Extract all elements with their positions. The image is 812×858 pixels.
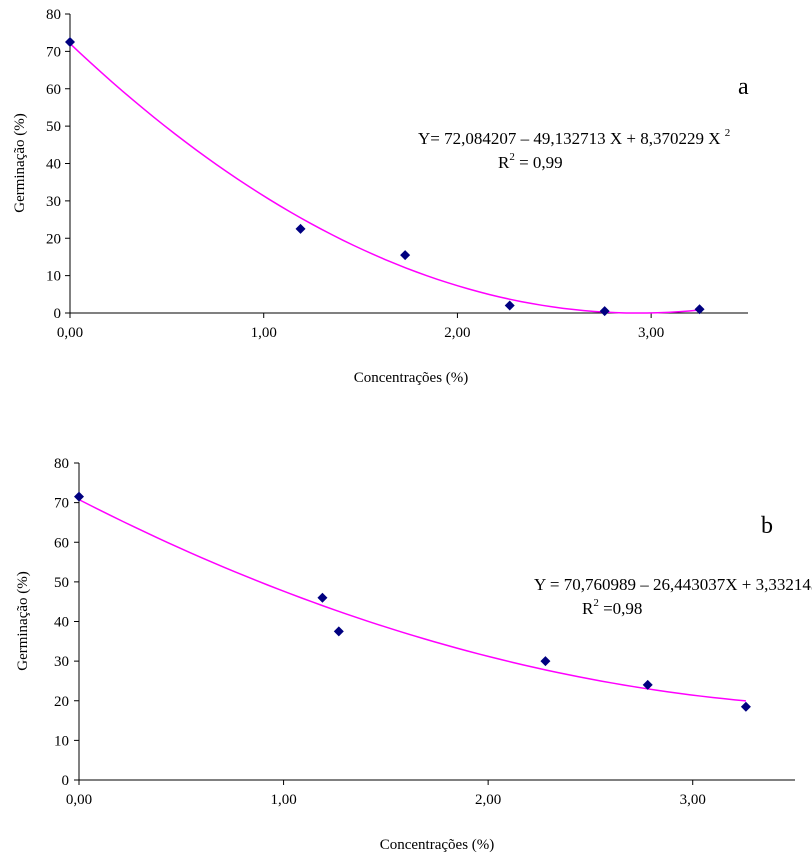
y-tick-label: 70: [54, 496, 69, 512]
y-tick-label: 60: [46, 82, 61, 98]
x-tick-label: 1,00: [270, 792, 296, 808]
y-ticks: 0 10 20 30 40 50 60 70 80: [46, 7, 70, 322]
y-tick-label: 10: [46, 269, 61, 285]
r2-value: = 0,99: [515, 153, 563, 172]
x-tick-label: 1,00: [251, 325, 277, 341]
y-tick-label: 0: [62, 773, 70, 789]
y-tick-label: 0: [54, 306, 62, 322]
y-tick-label: 80: [46, 7, 61, 23]
r2-symbol: R: [582, 599, 594, 618]
data-point: [333, 626, 344, 637]
x-tick-label: 2,00: [444, 325, 470, 341]
equation-exponent: 2: [725, 127, 731, 139]
x-tick-label: 2,00: [475, 792, 501, 808]
y-tick-label: 60: [54, 535, 69, 551]
x-ticks: 0,00 1,00 2,00 3,00: [66, 780, 706, 808]
y-ticks: 0 10 20 30 40 50 60 70 80: [54, 456, 79, 789]
x-tick-label: 3,00: [680, 792, 706, 808]
x-axis-label: Concentrações (%): [354, 370, 469, 386]
data-point: [317, 592, 328, 603]
y-axis-label: Germinação (%): [12, 113, 28, 213]
r2-exponent: 2: [509, 151, 515, 163]
data-point: [295, 223, 306, 234]
panel-label: a: [738, 74, 749, 100]
r2-exponent: 2: [593, 597, 599, 609]
data-point: [740, 701, 751, 712]
data-point: [642, 679, 653, 690]
y-tick-label: 50: [54, 575, 69, 591]
y-tick-label: 20: [54, 694, 69, 710]
r-squared: R2 =0,98: [582, 597, 642, 618]
y-tick-label: 30: [46, 194, 61, 210]
data-point: [65, 37, 75, 48]
y-axis-label: Germinação (%): [15, 571, 31, 671]
chart-panel-b: 0 10 20 30 40 50 60 70 80 0,00 1,00 2,00 3,00 Germi…: [15, 456, 812, 853]
equation-main: Y = 70,760989 – 26,443037X + 3,332143X: [534, 575, 812, 594]
equation-main: Y= 72,084207 – 49,132713 X + 8,370229 X: [418, 129, 725, 148]
y-tick-label: 20: [46, 231, 61, 247]
x-ticks: 0,00 1,00 2,00 3,00: [57, 313, 664, 341]
data-point: [599, 306, 610, 317]
y-tick-label: 80: [54, 456, 69, 472]
x-tick-label: 3,00: [638, 325, 664, 341]
data-points: [74, 491, 751, 712]
data-point: [400, 250, 411, 261]
chart-panel-a: 0 10 20 30 40 50 60 70 80 0,00 1,00 2,00 3,00 Germi…: [12, 7, 749, 386]
x-tick-label: 0,00: [57, 325, 83, 341]
regression-equation: Y = 70,760989 – 26,443037X + 3,332143X2: [534, 573, 812, 594]
x-axis-label: Concentrações (%): [380, 837, 495, 853]
data-point: [694, 304, 705, 315]
y-tick-label: 10: [54, 733, 69, 749]
r2-symbol: R: [498, 153, 510, 172]
regression-equation: Y= 72,084207 – 49,132713 X + 8,370229 X …: [418, 127, 730, 148]
data-point: [504, 300, 515, 311]
y-tick-label: 70: [46, 44, 61, 60]
y-tick-label: 30: [54, 654, 69, 670]
r2-value: =0,98: [599, 599, 643, 618]
r-squared: R2 = 0,99: [498, 151, 563, 172]
fit-curve: [78, 498, 746, 702]
y-tick-label: 40: [46, 157, 61, 173]
panel-label: b: [761, 513, 773, 539]
fit-curve: [69, 43, 700, 314]
y-tick-label: 40: [54, 615, 69, 631]
data-point: [74, 491, 84, 502]
data-point: [540, 656, 551, 667]
data-points: [65, 37, 705, 317]
x-tick-label: 0,00: [66, 792, 92, 808]
y-tick-label: 50: [46, 119, 61, 135]
